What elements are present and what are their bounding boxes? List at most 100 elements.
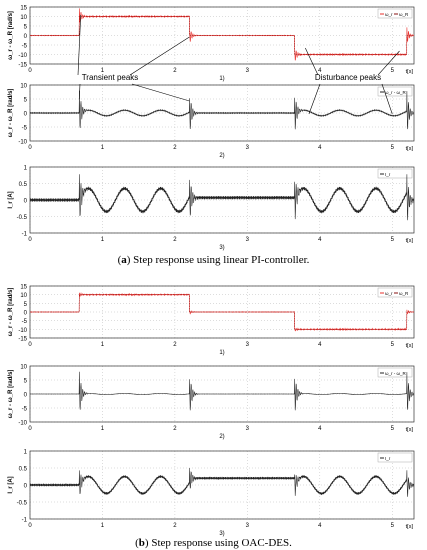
legend: ω_r ω_R — [377, 8, 413, 19]
x-axis-label: t[s] — [406, 427, 414, 433]
series-line-omega-R — [30, 16, 414, 55]
sub-label: 3) — [219, 531, 224, 537]
legend-box — [377, 168, 413, 179]
sub-label: 2) — [219, 153, 224, 159]
y-tick-label: 0.5 — [19, 467, 28, 473]
y-tick-label: 0 — [24, 393, 28, 399]
legend: ω_r ω_R — [377, 287, 413, 298]
y-tick-label: -15 — [18, 63, 27, 69]
chart-panel-b-3: -15 -10 -5 0 5 10 15 0 1 2 3 4 5 t[s] 1) ω_r - ω_R [rad… — [8, 285, 415, 356]
y-tick-label: 0 — [24, 112, 28, 118]
caption-a: (a) Step response using linear PI-contro… — [117, 254, 310, 266]
x-tick-label: 1 — [101, 523, 105, 529]
y-tick-label: 5 — [24, 98, 28, 104]
x-tick-label: 0 — [28, 68, 32, 74]
y-axis-label: I_r [A] — [8, 191, 14, 208]
x-tick-label: 2 — [173, 237, 177, 243]
x-tick-label: 1 — [101, 145, 105, 151]
x-tick-label: 4 — [318, 426, 322, 432]
legend-box — [377, 86, 413, 97]
x-axis-label: t[s] — [406, 238, 414, 244]
series-line — [30, 174, 414, 221]
legend-box — [377, 367, 413, 378]
annotation-transient-peaks: Transient peaks — [82, 73, 139, 82]
x-tick-label: 5 — [391, 426, 395, 432]
y-tick-label: 5 — [24, 302, 28, 308]
y-tick-label: 0 — [24, 311, 28, 317]
y-tick-label: -10 — [18, 328, 27, 334]
y-tick-label: 15 — [20, 285, 27, 291]
x-tick-label: 4 — [318, 145, 322, 151]
x-tick-label: 3 — [246, 237, 250, 243]
x-tick-label: 0 — [28, 237, 32, 243]
y-tick-label: -10 — [18, 421, 27, 427]
x-tick-label: 3 — [246, 523, 250, 529]
series-line — [30, 371, 414, 411]
sub-label: 1) — [219, 350, 224, 356]
y-tick-label: 5 — [24, 25, 28, 31]
x-tick-label: 3 — [246, 342, 250, 348]
annotation-pointer — [377, 50, 400, 76]
x-axis-label: t[s] — [406, 524, 414, 530]
annotation-pointer — [381, 83, 393, 115]
x-tick-label: 2 — [173, 426, 177, 432]
y-tick-label: -5 — [22, 407, 28, 413]
chart-panel-a-2: -1 -0.5 0 0.5 1 0 1 2 3 4 5 t[s] 3) I_r [A] I_r — [8, 166, 415, 251]
x-tick-label: 1 — [101, 68, 105, 74]
y-tick-label: 0.5 — [19, 182, 28, 188]
legend-entry: ω_r - ω_R — [385, 90, 407, 95]
y-axis-label: I_r [A] — [8, 476, 14, 493]
annotation-pointer — [308, 83, 321, 115]
y-axis-label: ω_r - ω_R [rad/s] — [8, 370, 14, 419]
y-axis-label: ω_r - ω_R [rad/s] — [8, 89, 14, 138]
y-tick-label: -10 — [18, 140, 27, 146]
legend-entry: ω_R — [399, 291, 409, 296]
annotation-pointer — [77, 14, 82, 76]
x-tick-label: 0 — [28, 523, 32, 529]
annotation-pointer — [78, 83, 81, 100]
y-tick-label: -5 — [22, 126, 28, 132]
legend-entry: ω_r — [385, 291, 393, 296]
x-tick-label: 5 — [391, 237, 395, 243]
y-tick-label: 1 — [24, 450, 28, 456]
y-tick-label: -1 — [22, 232, 28, 238]
legend-entry: I_r — [385, 456, 391, 461]
sub-label: 2) — [219, 434, 224, 440]
x-tick-label: 2 — [173, 523, 177, 529]
annotations: Transient peaks Disturbance peaks — [77, 14, 400, 115]
y-tick-label: 1 — [24, 166, 28, 172]
sub-label: 3) — [219, 245, 224, 251]
x-tick-label: 5 — [391, 523, 395, 529]
legend-entry: ω_r - ω_R — [385, 371, 407, 376]
y-tick-label: -5 — [22, 319, 28, 325]
y-tick-label: -1 — [22, 518, 28, 524]
y-tick-label: 15 — [20, 6, 27, 12]
y-tick-label: 10 — [20, 293, 27, 299]
y-axis-label: ω_r - ω_R [rad/s] — [8, 11, 14, 60]
annotation-pointer — [131, 83, 190, 102]
sub-label: 1) — [219, 76, 224, 82]
chart-panel-a-1: -10 -5 0 5 10 0 1 2 3 4 5 t[s] 2) ω_r - ω_R [rad/s] ω_… — [8, 84, 415, 159]
y-tick-label: 10 — [20, 84, 27, 90]
series-line — [30, 467, 414, 497]
legend: ω_r - ω_R — [377, 86, 413, 97]
x-tick-label: 3 — [246, 68, 250, 74]
x-axis-label: t[s] — [406, 146, 414, 152]
x-tick-label: 2 — [173, 68, 177, 74]
chart-panel-b-5: -1 -0.5 0 0.5 1 0 1 2 3 4 5 t[s] 3) I_r [A] I_r — [8, 450, 415, 537]
chart-panel-b-4: -10 -5 0 5 10 0 1 2 3 4 5 t[s] 2) ω_r - ω_R [rad/s] ω_… — [8, 365, 415, 440]
caption-a-text: Step response using linear PI-controller… — [133, 254, 310, 266]
x-tick-label: 0 — [28, 342, 32, 348]
y-tick-label: 10 — [20, 15, 27, 21]
x-tick-label: 4 — [318, 237, 322, 243]
annotation-pointer — [129, 36, 190, 76]
y-tick-label: 0 — [24, 484, 28, 490]
legend-entry: ω_R — [399, 12, 409, 17]
caption-b: (b) Step response using OAC-DES. — [135, 537, 292, 549]
legend-entry: ω_r — [385, 12, 393, 17]
legend-entry: I_r — [385, 172, 391, 177]
annotation-pointer — [305, 47, 319, 76]
x-tick-label: 1 — [101, 342, 105, 348]
x-tick-label: 1 — [101, 426, 105, 432]
